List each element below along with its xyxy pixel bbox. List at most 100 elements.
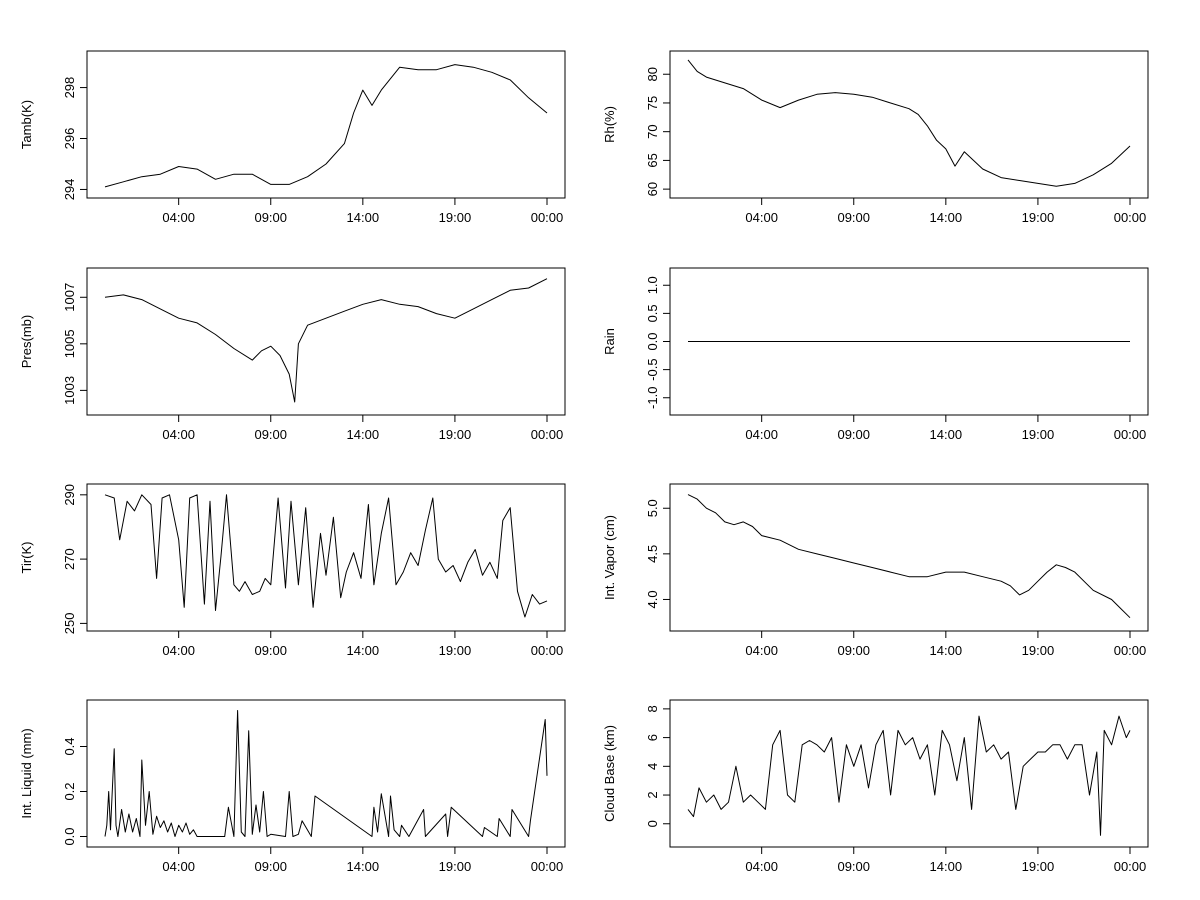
x-tick-label: 09:00 bbox=[837, 643, 870, 658]
y-tick-label: 70 bbox=[645, 124, 660, 138]
y-tick-label: 270 bbox=[62, 548, 77, 570]
x-tick-label: 19:00 bbox=[439, 859, 472, 874]
y-tick-label: 75 bbox=[645, 96, 660, 110]
x-tick-label: 19:00 bbox=[1022, 427, 1055, 442]
x-tick-label: 00:00 bbox=[1114, 859, 1147, 874]
x-tick-label: 09:00 bbox=[254, 427, 287, 442]
x-tick-label: 14:00 bbox=[930, 210, 963, 225]
y-axis-label: Int. Vapor (cm) bbox=[602, 515, 617, 600]
x-tick-label: 19:00 bbox=[439, 210, 472, 225]
y-tick-label: 0.5 bbox=[645, 304, 660, 322]
y-tick-label: 0.0 bbox=[645, 332, 660, 350]
series-line bbox=[104, 64, 548, 188]
series-line bbox=[104, 278, 548, 403]
x-tick-label: 19:00 bbox=[439, 643, 472, 658]
x-tick-label: 14:00 bbox=[347, 210, 380, 225]
x-tick-label: 09:00 bbox=[837, 210, 870, 225]
y-axis-label: Tir(K) bbox=[19, 541, 34, 573]
x-tick-label: 00:00 bbox=[531, 859, 564, 874]
panel-3: 04:00 09:00 14:00 19:00 00:00 1003 1005 1007 Pre… bbox=[19, 267, 566, 442]
series-line bbox=[104, 494, 548, 618]
y-axis-label: Rain bbox=[602, 328, 617, 355]
y-tick-label: 4 bbox=[645, 763, 660, 770]
y-tick-label: -0.5 bbox=[645, 358, 660, 380]
x-tick-label: 19:00 bbox=[1022, 643, 1055, 658]
y-tick-label: -1.0 bbox=[645, 387, 660, 409]
y-tick-label: 5.0 bbox=[645, 499, 660, 517]
panel-1: 04:00 09:00 14:00 19:00 00:00 294 296 298 Tamb(K… bbox=[19, 50, 566, 225]
x-tick-label: 09:00 bbox=[254, 859, 287, 874]
x-tick-label: 04:00 bbox=[745, 643, 778, 658]
plot-frame bbox=[86, 483, 566, 632]
x-tick-label: 00:00 bbox=[1114, 643, 1147, 658]
x-tick-label: 00:00 bbox=[531, 427, 564, 442]
x-tick-label: 04:00 bbox=[162, 859, 195, 874]
x-tick-label: 14:00 bbox=[347, 859, 380, 874]
y-axis-label: Cloud Base (km) bbox=[602, 725, 617, 822]
plot-frame bbox=[669, 699, 1149, 848]
x-tick-label: 00:00 bbox=[1114, 210, 1147, 225]
y-tick-label: 1007 bbox=[62, 283, 77, 312]
plot-frame bbox=[669, 50, 1149, 199]
y-tick-label: 2 bbox=[645, 791, 660, 798]
panel-6: 04:00 09:00 14:00 19:00 00:00 4.0 4.5 5.0 Int. V… bbox=[602, 483, 1149, 658]
y-tick-label: 290 bbox=[62, 484, 77, 506]
x-tick-label: 04:00 bbox=[745, 210, 778, 225]
y-tick-label: 1005 bbox=[62, 329, 77, 358]
x-tick-label: 14:00 bbox=[347, 643, 380, 658]
x-tick-label: 14:00 bbox=[930, 427, 963, 442]
x-tick-label: 09:00 bbox=[837, 859, 870, 874]
x-tick-label: 04:00 bbox=[162, 210, 195, 225]
x-tick-label: 04:00 bbox=[745, 859, 778, 874]
plot-frame bbox=[86, 267, 566, 416]
y-tick-label: 250 bbox=[62, 613, 77, 635]
y-tick-label: 8 bbox=[645, 705, 660, 712]
y-tick-label: 60 bbox=[645, 182, 660, 196]
x-tick-label: 04:00 bbox=[745, 427, 778, 442]
x-tick-label: 14:00 bbox=[347, 427, 380, 442]
x-tick-label: 09:00 bbox=[254, 643, 287, 658]
x-tick-label: 00:00 bbox=[531, 643, 564, 658]
y-axis-label: Tamb(K) bbox=[19, 100, 34, 149]
y-tick-label: 4.5 bbox=[645, 545, 660, 563]
x-tick-label: 19:00 bbox=[1022, 859, 1055, 874]
y-tick-label: 4.0 bbox=[645, 590, 660, 608]
y-tick-label: 296 bbox=[62, 128, 77, 150]
y-tick-label: 65 bbox=[645, 153, 660, 167]
plot-frame bbox=[669, 483, 1149, 632]
y-axis-label: Pres(mb) bbox=[19, 315, 34, 368]
x-tick-label: 09:00 bbox=[254, 210, 287, 225]
y-tick-label: 1003 bbox=[62, 376, 77, 405]
y-tick-label: 1.0 bbox=[645, 276, 660, 294]
x-tick-label: 04:00 bbox=[162, 427, 195, 442]
x-tick-label: 00:00 bbox=[1114, 427, 1147, 442]
panel-2: 04:00 09:00 14:00 19:00 00:00 60 65 70 75 80 Rh(%) bbox=[602, 50, 1149, 225]
series-line bbox=[104, 710, 548, 837]
y-tick-label: 80 bbox=[645, 67, 660, 81]
y-axis-label: Int. Liquid (mm) bbox=[19, 728, 34, 818]
y-axis-label: Rh(%) bbox=[602, 106, 617, 143]
x-tick-label: 14:00 bbox=[930, 643, 963, 658]
panel-4: 04:00 09:00 14:00 19:00 00:00 -1.0 -0.5 0.0 0.5 1… bbox=[602, 267, 1149, 442]
x-tick-label: 19:00 bbox=[1022, 210, 1055, 225]
series-line bbox=[687, 59, 1131, 187]
y-tick-label: 0.0 bbox=[62, 827, 77, 845]
y-tick-label: 0.4 bbox=[62, 737, 77, 755]
x-tick-label: 19:00 bbox=[439, 427, 472, 442]
y-tick-label: 0 bbox=[645, 820, 660, 827]
panel-7: 04:00 09:00 14:00 19:00 00:00 0.0 0.2 0.4 Int. L… bbox=[19, 699, 566, 874]
x-tick-label: 09:00 bbox=[837, 427, 870, 442]
x-tick-label: 04:00 bbox=[162, 643, 195, 658]
x-tick-label: 14:00 bbox=[930, 859, 963, 874]
y-tick-label: 0.2 bbox=[62, 782, 77, 800]
x-tick-label: 00:00 bbox=[531, 210, 564, 225]
panel-5: 04:00 09:00 14:00 19:00 00:00 250 270 290 Tir(K) bbox=[19, 483, 566, 658]
series-line bbox=[687, 715, 1131, 836]
y-tick-label: 298 bbox=[62, 77, 77, 99]
plot-frame bbox=[86, 699, 566, 848]
y-tick-label: 294 bbox=[62, 179, 77, 201]
y-tick-label: 6 bbox=[645, 734, 660, 741]
series-line bbox=[687, 494, 1131, 619]
panel-8: 04:00 09:00 14:00 19:00 00:00 0 2 4 6 8 Cloud Base… bbox=[602, 699, 1149, 874]
